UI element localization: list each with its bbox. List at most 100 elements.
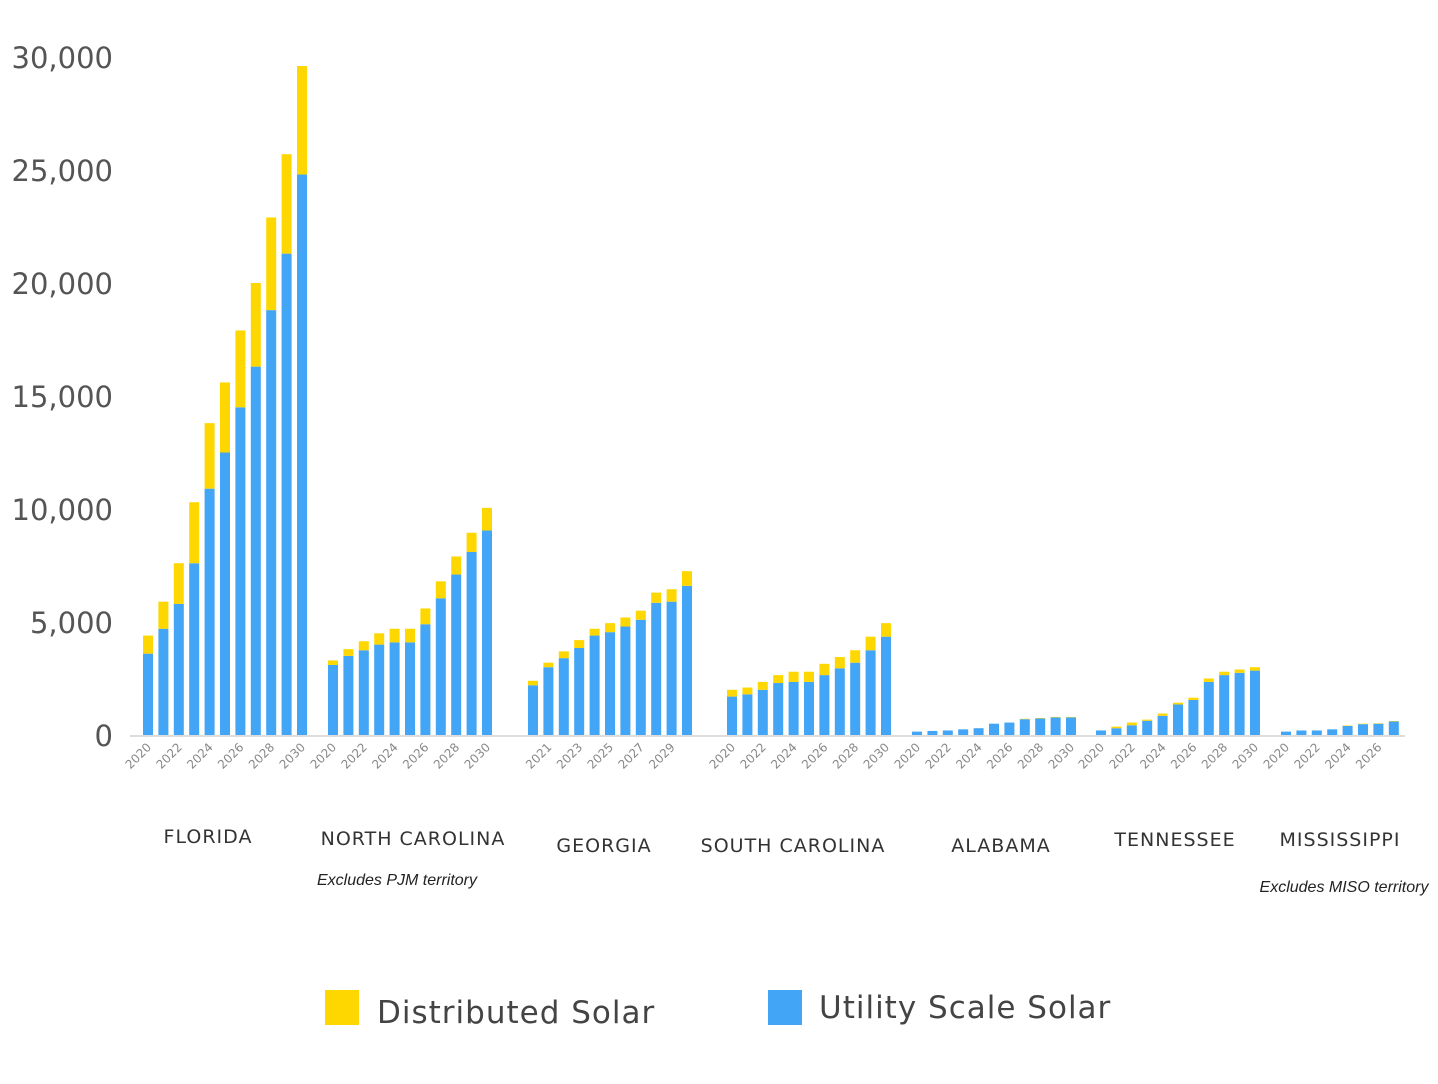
bar-utility-tennessee-2025	[1173, 704, 1183, 735]
bar-distributed-florida-2026	[235, 330, 245, 407]
y-tick-label: 25,000	[12, 154, 113, 188]
bar-distributed-georgia-2020	[528, 681, 538, 686]
bar-utility-alabama-2024	[974, 728, 984, 735]
bar-distributed-tennessee-2028	[1219, 672, 1229, 675]
bar-distributed-florida-2029	[282, 154, 292, 253]
x-tick-label: 2024	[768, 740, 799, 771]
bar-distributed-georgia-2029	[667, 589, 677, 601]
bar-utility-florida-2026	[235, 407, 245, 735]
bar-utility-florida-2025	[220, 453, 230, 736]
bar-utility-tennessee-2027	[1204, 682, 1214, 735]
group-label: TENNESSEE	[1113, 829, 1235, 851]
bar-utility-georgia-2026	[620, 627, 630, 735]
x-tick-label: 2028	[1015, 740, 1046, 771]
bar-utility-mississippi-2023	[1327, 729, 1337, 735]
x-tick-label: 2026	[984, 740, 1015, 771]
bar-utility-alabama-2025	[989, 724, 999, 735]
x-tick-label: 2030	[1046, 740, 1077, 771]
bar-distributed-south-carolina-2023	[773, 675, 783, 683]
bar-distributed-tennessee-2025	[1173, 703, 1183, 705]
x-tick-label: 2030	[861, 740, 892, 771]
bars	[143, 66, 1399, 735]
bar-distributed-tennessee-2023	[1142, 720, 1152, 721]
bar-utility-south-carolina-2028	[850, 663, 860, 735]
y-tick-label: 20,000	[12, 267, 113, 301]
x-tick-label: 2030	[462, 740, 493, 771]
x-tick-label: 2024	[184, 740, 215, 771]
bar-distributed-tennessee-2027	[1204, 679, 1214, 682]
bar-utility-mississippi-2021	[1296, 730, 1306, 735]
x-tick-label: 2026	[1353, 740, 1384, 771]
bar-utility-alabama-2022	[943, 730, 953, 735]
bar-distributed-north-carolina-2023	[374, 633, 384, 644]
x-tick-label: 2028	[1199, 740, 1230, 771]
legend: Distributed Solar Utility Scale Solar	[325, 990, 1111, 1031]
bar-utility-florida-2024	[205, 489, 215, 735]
bar-utility-georgia-2024	[590, 636, 600, 735]
x-tick-label: 2030	[1230, 740, 1261, 771]
bar-utility-south-carolina-2026	[819, 675, 829, 735]
bar-utility-georgia-2022	[559, 658, 569, 735]
bar-distributed-tennessee-2022	[1127, 723, 1137, 726]
x-tick-label: 2027	[615, 740, 646, 771]
bar-utility-florida-2023	[189, 563, 199, 735]
bar-utility-south-carolina-2025	[804, 682, 814, 735]
bar-utility-alabama-2026	[1004, 723, 1014, 735]
bar-distributed-south-carolina-2030	[881, 623, 891, 637]
bar-distributed-south-carolina-2021	[742, 688, 752, 695]
x-tick-label: 2020	[892, 740, 923, 771]
bar-utility-mississippi-2022	[1312, 730, 1322, 735]
bar-distributed-north-carolina-2021	[343, 649, 353, 656]
x-tick-label: 2020	[1261, 740, 1292, 771]
bar-distributed-florida-2027	[251, 283, 261, 367]
x-tick-label: 2021	[523, 740, 554, 771]
bar-distributed-north-carolina-2024	[390, 629, 400, 643]
bar-utility-tennessee-2026	[1188, 700, 1198, 735]
bar-distributed-florida-2024	[205, 423, 215, 489]
bar-distributed-florida-2025	[220, 382, 230, 452]
bar-distributed-south-carolina-2024	[789, 672, 799, 682]
x-tick-label: 2024	[953, 740, 984, 771]
x-tick-label: 2030	[277, 740, 308, 771]
bar-utility-georgia-2028	[651, 603, 661, 735]
bar-utility-alabama-2020	[912, 732, 922, 735]
x-tick-label: 2022	[1106, 740, 1137, 771]
x-tick-label: 2028	[830, 740, 861, 771]
bar-utility-south-carolina-2030	[881, 637, 891, 735]
bar-utility-florida-2022	[174, 604, 184, 735]
bar-distributed-florida-2020	[143, 636, 153, 654]
bar-distributed-georgia-2028	[651, 593, 661, 603]
group-label: SOUTH CAROLINA	[701, 835, 886, 857]
x-tick-label: 2020	[1076, 740, 1107, 771]
bar-distributed-tennessee-2021	[1111, 727, 1121, 729]
bar-distributed-north-carolina-2025	[405, 629, 415, 643]
bar-utility-georgia-2025	[605, 632, 615, 735]
bar-distributed-north-carolina-2020	[328, 660, 338, 665]
bar-utility-florida-2021	[158, 629, 168, 735]
bar-utility-tennessee-2021	[1111, 728, 1121, 735]
bar-utility-alabama-2021	[927, 731, 937, 735]
bar-utility-georgia-2023	[574, 648, 584, 735]
x-tick-label: 2022	[922, 740, 953, 771]
bar-utility-south-carolina-2022	[758, 690, 768, 735]
bar-distributed-north-carolina-2030	[482, 508, 492, 531]
bar-distributed-north-carolina-2026	[420, 608, 430, 624]
x-tick-label: 2022	[1291, 740, 1322, 771]
bar-distributed-north-carolina-2027	[436, 581, 446, 598]
bar-distributed-north-carolina-2029	[467, 533, 477, 552]
x-tick-label: 2024	[1137, 740, 1168, 771]
x-tick-label: 2026	[1168, 740, 1199, 771]
bar-utility-north-carolina-2023	[374, 645, 384, 735]
bar-utility-georgia-2021	[543, 667, 553, 735]
bar-distributed-georgia-2025	[605, 623, 615, 632]
bar-utility-tennessee-2030	[1250, 671, 1260, 735]
bar-utility-georgia-2020	[528, 685, 538, 735]
bar-distributed-florida-2022	[174, 563, 184, 604]
x-tick-label: 2022	[737, 740, 768, 771]
x-tick-label: 2028	[246, 740, 277, 771]
bar-utility-south-carolina-2027	[835, 668, 845, 735]
bar-utility-florida-2030	[297, 175, 307, 735]
group-label: NORTH CAROLINA	[321, 828, 506, 850]
